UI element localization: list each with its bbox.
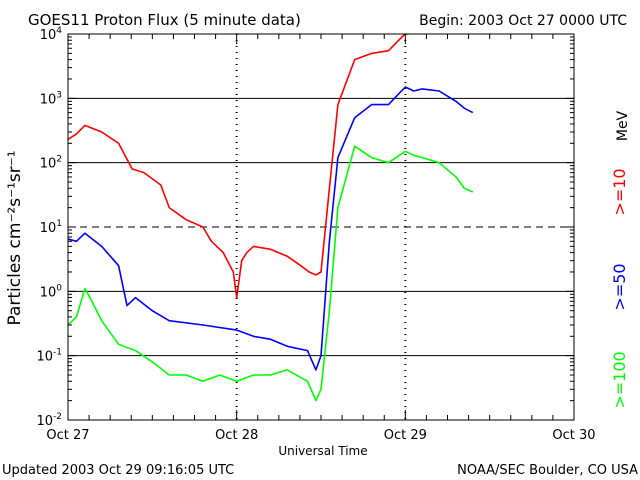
- y-tick-label-exp: 4: [56, 26, 62, 36]
- series-line-ge100: [68, 145, 474, 402]
- chart-title: GOES11 Proton Flux (5 minute data): [28, 11, 301, 29]
- y-tick-label-exp: 2: [56, 155, 62, 165]
- y-tick-label-exp: 3: [56, 90, 62, 100]
- legend-ge10: >=10: [610, 168, 629, 215]
- y-tick-label: 103: [40, 90, 62, 107]
- y-tick-label-exp: 0: [56, 283, 62, 293]
- y-tick-label: 100: [40, 283, 63, 300]
- data-series: [68, 34, 474, 402]
- x-axis-label: Universal Time: [278, 444, 367, 458]
- y-tick-label: 10-1: [36, 348, 62, 365]
- legend-ge50: >=50: [610, 263, 629, 310]
- y-tick-label-base: 10: [36, 350, 53, 365]
- y-tick-label-base: 10: [36, 414, 53, 429]
- x-tick-label: Oct 30: [552, 428, 595, 443]
- x-tick-label: Oct 29: [384, 428, 427, 443]
- y-tick-label-base: 10: [40, 285, 57, 300]
- y-tick-label-base: 10: [40, 28, 57, 43]
- y-tick-label-exp: 1: [56, 219, 62, 229]
- x-axis-ticks: Oct 27 Oct 28 Oct 29 Oct 30: [46, 34, 596, 443]
- x-tick-label: Oct 28: [215, 428, 258, 443]
- series-line-ge10: [68, 34, 409, 299]
- legend-ge100: >=100: [610, 351, 629, 408]
- y-tick-label-base: 10: [40, 92, 57, 107]
- y-tick-label: 10-2: [36, 412, 62, 429]
- updated-timestamp: Updated 2003 Oct 29 09:16:05 UTC: [2, 463, 234, 478]
- y-tick-label-base: 10: [40, 221, 57, 236]
- y-axis-label: Particles cm⁻²s⁻¹sr⁻¹: [5, 150, 25, 325]
- y-tick-label-exp: -2: [53, 412, 62, 422]
- y-tick-label: 101: [40, 219, 62, 236]
- grid-lines: [68, 97, 574, 357]
- series-line-ge50: [68, 86, 474, 371]
- x-tick-label: Oct 27: [46, 428, 89, 443]
- unit-label: MeV: [615, 110, 631, 141]
- credit-label: NOAA/SEC Boulder, CO USA: [457, 463, 638, 478]
- begin-timestamp: Begin: 2003 Oct 27 0000 UTC: [419, 13, 627, 29]
- y-tick-label: 104: [40, 26, 63, 43]
- y-tick-label-base: 10: [40, 157, 57, 172]
- y-tick-label-exp: -1: [53, 348, 62, 358]
- y-tick-label: 102: [40, 155, 62, 172]
